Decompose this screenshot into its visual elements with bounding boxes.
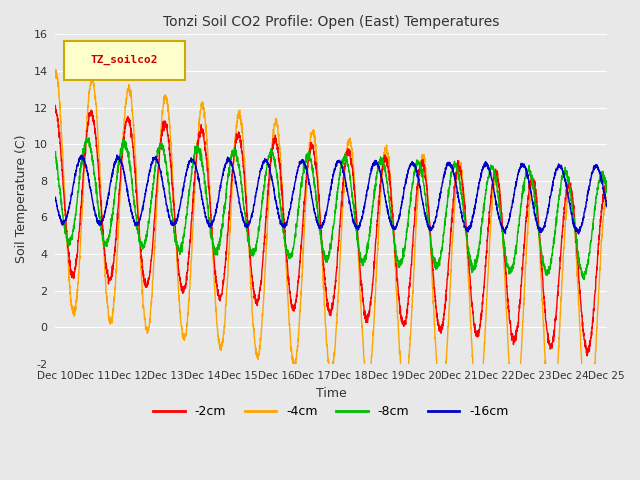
Title: Tonzi Soil CO2 Profile: Open (East) Temperatures: Tonzi Soil CO2 Profile: Open (East) Temp…: [163, 15, 499, 29]
Text: TZ_soilco2: TZ_soilco2: [90, 55, 158, 65]
FancyBboxPatch shape: [63, 41, 185, 81]
Y-axis label: Soil Temperature (C): Soil Temperature (C): [15, 135, 28, 264]
Legend: -2cm, -4cm, -8cm, -16cm: -2cm, -4cm, -8cm, -16cm: [148, 400, 514, 423]
X-axis label: Time: Time: [316, 387, 346, 400]
